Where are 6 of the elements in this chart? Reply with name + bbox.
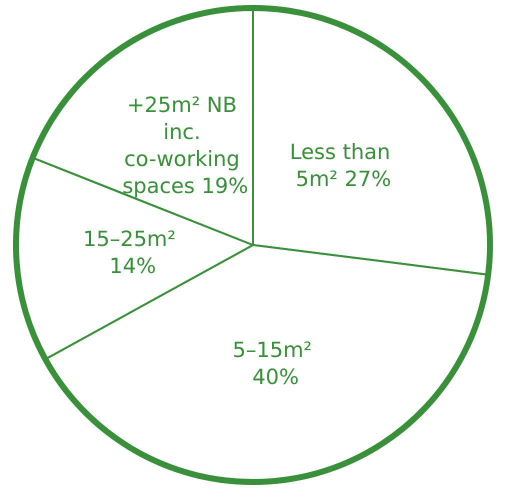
slice-label: Less than 5m² 27%	[290, 140, 397, 191]
slice-label: +25m² NB inc. co-working spaces 19%	[122, 92, 248, 198]
slice-label: 15–25m²	[82, 227, 182, 252]
data-label: 14%	[109, 254, 156, 278]
slice-label: 5–15m²	[232, 338, 319, 362]
data-label: 40%	[252, 364, 299, 389]
